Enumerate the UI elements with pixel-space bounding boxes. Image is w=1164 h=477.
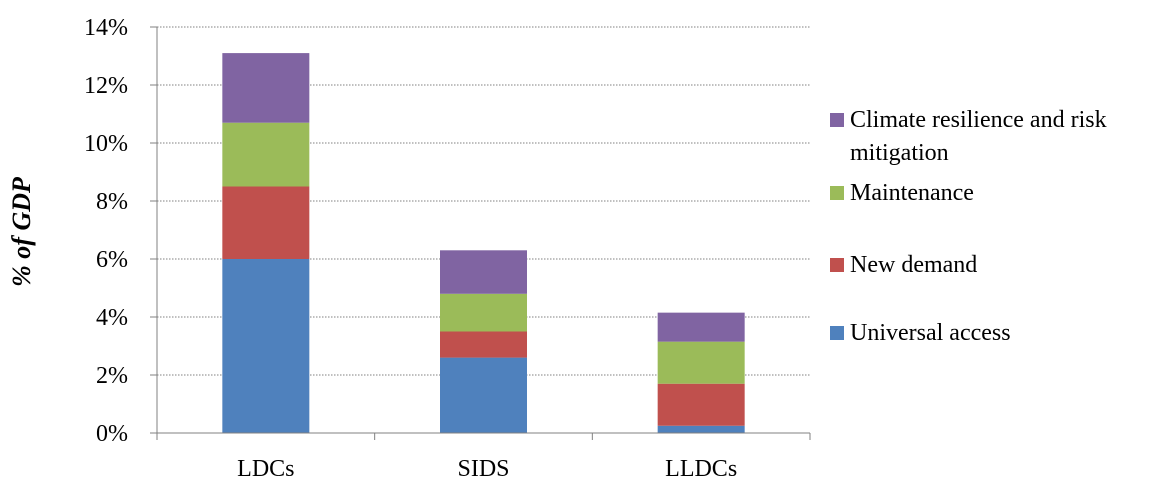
legend-swatch (830, 326, 844, 340)
bar-segment-ldcs-2 (222, 122, 310, 187)
y-tick-label: 4% (96, 305, 128, 331)
legend-swatch (830, 113, 844, 127)
y-tick-label: 0% (96, 421, 128, 447)
bars (222, 53, 745, 433)
x-tick-label: LLDCs (665, 456, 737, 477)
y-tick-label: 2% (96, 363, 128, 389)
bar-segment-ldcs-3 (222, 53, 310, 123)
y-tick-label: 12% (84, 73, 128, 99)
bar-segment-sids-1 (440, 331, 527, 358)
y-axis-label: % of GDP (7, 176, 36, 287)
legend: Climate resilience and risk mitigation Mai… (830, 107, 1107, 346)
bar-segment-sids-0 (440, 357, 527, 433)
bar-segment-lldcs-3 (657, 312, 745, 342)
x-tick-label: LDCs (237, 456, 294, 477)
legend-label: New demand (850, 252, 977, 278)
y-tick-label: 14% (84, 15, 128, 41)
bar-segment-lldcs-1 (657, 383, 745, 426)
x-tick-label: SIDS (457, 456, 509, 477)
bar-segment-lldcs-2 (657, 341, 745, 384)
bar-segment-sids-3 (440, 250, 527, 294)
legend-swatch (830, 258, 844, 272)
y-tick-label: 6% (96, 247, 128, 273)
bar-segment-ldcs-0 (222, 259, 310, 433)
legend-swatch (830, 186, 844, 200)
bar-segment-ldcs-1 (222, 186, 310, 259)
legend-label: Universal access (850, 320, 1011, 346)
legend-label: Maintenance (850, 180, 974, 206)
x-tick-labels: LDCs SIDS LLDCs (237, 456, 737, 477)
bar-segment-sids-2 (440, 293, 527, 332)
axes (156, 27, 811, 440)
bar-segment-lldcs-0 (657, 425, 745, 433)
legend-label: Climate resilience and risk mitigation (850, 107, 1107, 166)
y-tick-labels: 0% 2% 4% 6% 8% 10% 12% 14% (84, 15, 157, 447)
y-tick-label: 8% (96, 189, 128, 215)
y-tick-label: 10% (84, 131, 128, 157)
